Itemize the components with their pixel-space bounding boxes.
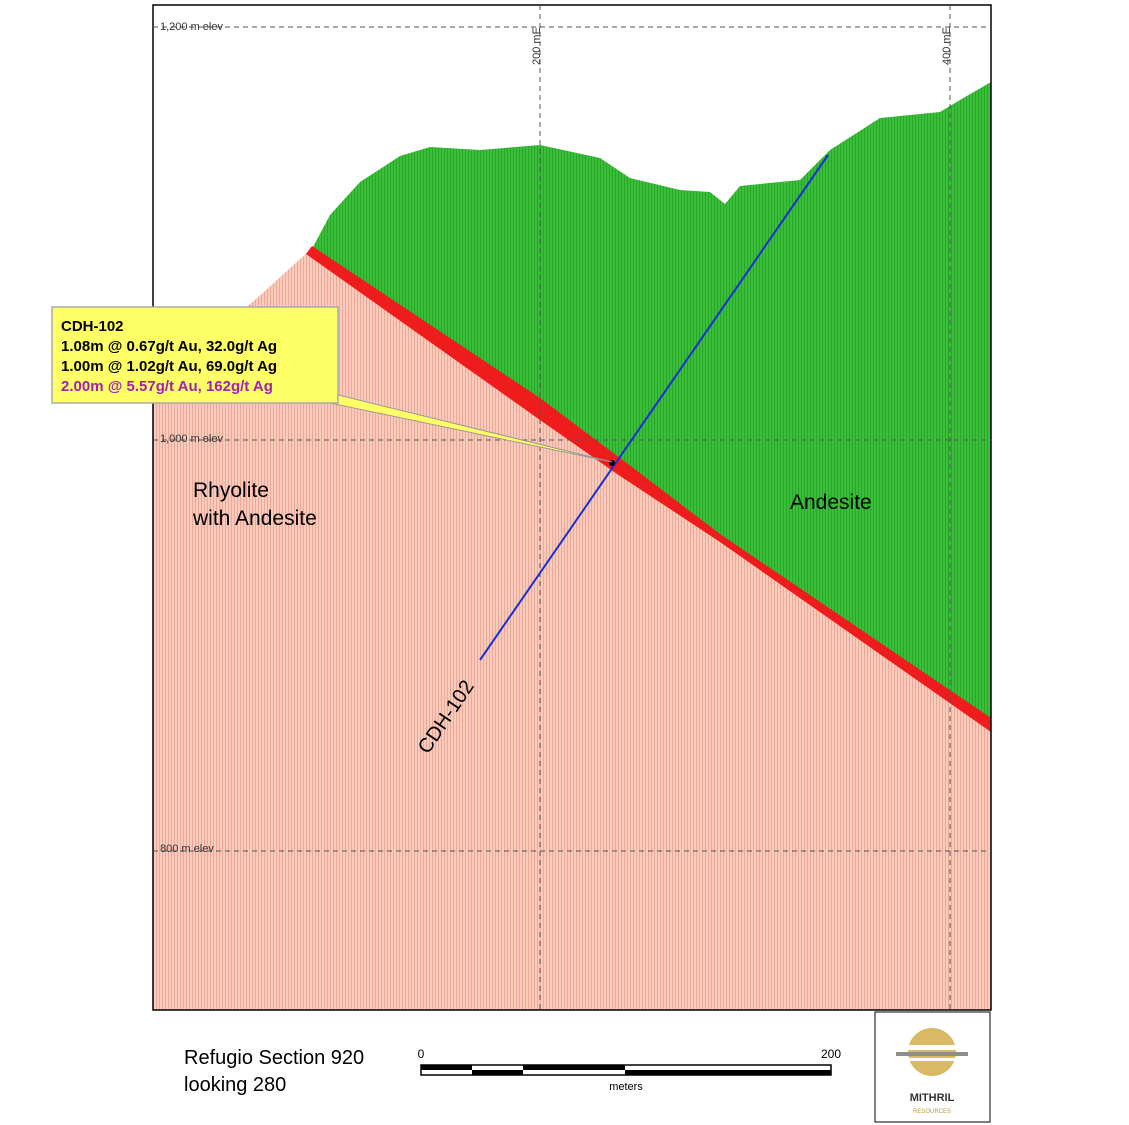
section-title: Refugio Section 920 — [184, 1047, 364, 1069]
mineralized-zone — [306, 246, 991, 732]
callout-line: 2.00m @ 5.57g/t Au, 162g/t Ag — [61, 378, 273, 395]
frame — [152, 4, 992, 1011]
logo-tagline: RESOURCES — [913, 1109, 951, 1115]
scale-bar — [420, 1064, 832, 1076]
unit-label: Rhyolite — [193, 479, 269, 502]
elevation-label: 800 m elev — [160, 843, 214, 855]
elevation-label: 1,200 m elev — [160, 21, 223, 33]
logo-name: MITHRIL — [910, 1092, 955, 1104]
section-view: looking 280 — [184, 1074, 286, 1096]
easting-label: 200 mE — [531, 27, 543, 65]
callout-line: 1.08m @ 0.67g/t Au, 32.0g/t Ag — [61, 338, 277, 355]
callout-line: CDH-102 — [61, 318, 124, 335]
unit-label: with Andesite — [192, 507, 317, 530]
scale-label: 200 — [821, 1047, 841, 1061]
easting-label: 400 mE — [941, 27, 953, 65]
logo-mark — [896, 1028, 968, 1076]
callout-box — [51, 306, 339, 404]
intercept-point — [609, 460, 615, 466]
drillhole-trace — [479, 154, 829, 661]
andesite-unit — [313, 82, 991, 720]
scale-unit: meters — [609, 1081, 643, 1093]
unit-label: Andesite — [790, 491, 872, 514]
callout-line: 1.00m @ 1.02g/t Au, 69.0g/t Ag — [61, 358, 277, 375]
elevation-label: 1,000 m elev — [160, 433, 223, 445]
scale-label: 0 — [418, 1047, 425, 1061]
